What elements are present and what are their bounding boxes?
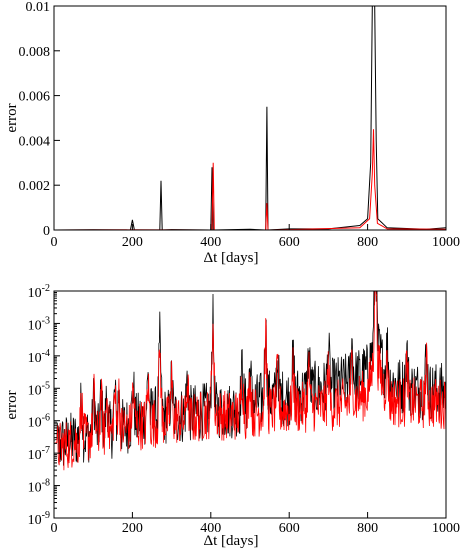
top-x-tick-label: 0 bbox=[51, 235, 58, 250]
top-linear-chart: 0 200 400 600 800 1000 0 0.002 0.004 0.006 0.008 0.… bbox=[4, 0, 460, 266]
bottom-y-axis-label: error bbox=[4, 390, 20, 419]
top-y-tick-label: 0.01 bbox=[26, 0, 51, 15]
top-y-tick-label: 0.008 bbox=[19, 45, 51, 60]
top-x-tick-label: 200 bbox=[122, 235, 143, 250]
bottom-y-tick-label: 10-8 bbox=[28, 478, 50, 496]
bottom-y-tick-label: 10-6 bbox=[28, 413, 50, 431]
bottom-x-tick-label: 600 bbox=[279, 521, 300, 536]
top-series-1-line bbox=[54, 129, 446, 230]
bottom-y-tick-label: 10-5 bbox=[28, 380, 50, 398]
bottom-y-tick-label: 10-2 bbox=[28, 283, 50, 301]
bottom-x-tick-label: 400 bbox=[200, 521, 221, 536]
top-y-tick-label: 0.002 bbox=[19, 179, 51, 194]
top-plot-frame bbox=[53, 5, 447, 231]
top-x-axis-label: Δt [days] bbox=[203, 250, 258, 266]
bottom-plot-frame bbox=[53, 290, 447, 519]
bottom-plot-area bbox=[54, 291, 446, 471]
top-y-tick-label: 0 bbox=[43, 224, 50, 239]
bottom-x-tick-label: 1000 bbox=[432, 521, 460, 536]
bottom-y-tick-label: 10-7 bbox=[28, 445, 50, 463]
bottom-x-axis-label: Δt [days] bbox=[203, 533, 258, 548]
top-y-tick-label: 0.004 bbox=[19, 134, 51, 149]
top-x-tick-label: 1000 bbox=[432, 235, 460, 250]
bottom-y-tick-label: 10-9 bbox=[28, 510, 50, 528]
top-axes: 0 200 400 600 800 1000 0 0.002 0.004 0.006 0.008 0.… bbox=[19, 0, 461, 250]
bottom-x-tick-label: 0 bbox=[51, 521, 58, 536]
top-plot-area bbox=[54, 6, 446, 230]
bottom-series-1-line bbox=[54, 291, 446, 471]
top-y-axis-label: error bbox=[4, 103, 20, 132]
bottom-y-tick-label: 10-4 bbox=[28, 348, 50, 366]
top-y-tick-label: 0.006 bbox=[19, 90, 51, 105]
bottom-x-tick-label: 800 bbox=[357, 521, 378, 536]
bottom-x-tick-label: 200 bbox=[122, 521, 143, 536]
top-x-tick-label: 400 bbox=[200, 235, 221, 250]
top-x-tick-label: 600 bbox=[279, 235, 300, 250]
top-x-tick-label: 800 bbox=[357, 235, 378, 250]
top-series-0-line bbox=[54, 6, 446, 230]
bottom-axes: 0 200 400 600 800 1000 10-9 10-8 10-7 10-6 10-5 10-… bbox=[28, 283, 460, 536]
bottom-y-tick-label: 10-3 bbox=[28, 315, 50, 333]
bottom-log-chart: 0 200 400 600 800 1000 10-9 10-8 10-7 10-6 10-5 10-… bbox=[4, 283, 460, 548]
